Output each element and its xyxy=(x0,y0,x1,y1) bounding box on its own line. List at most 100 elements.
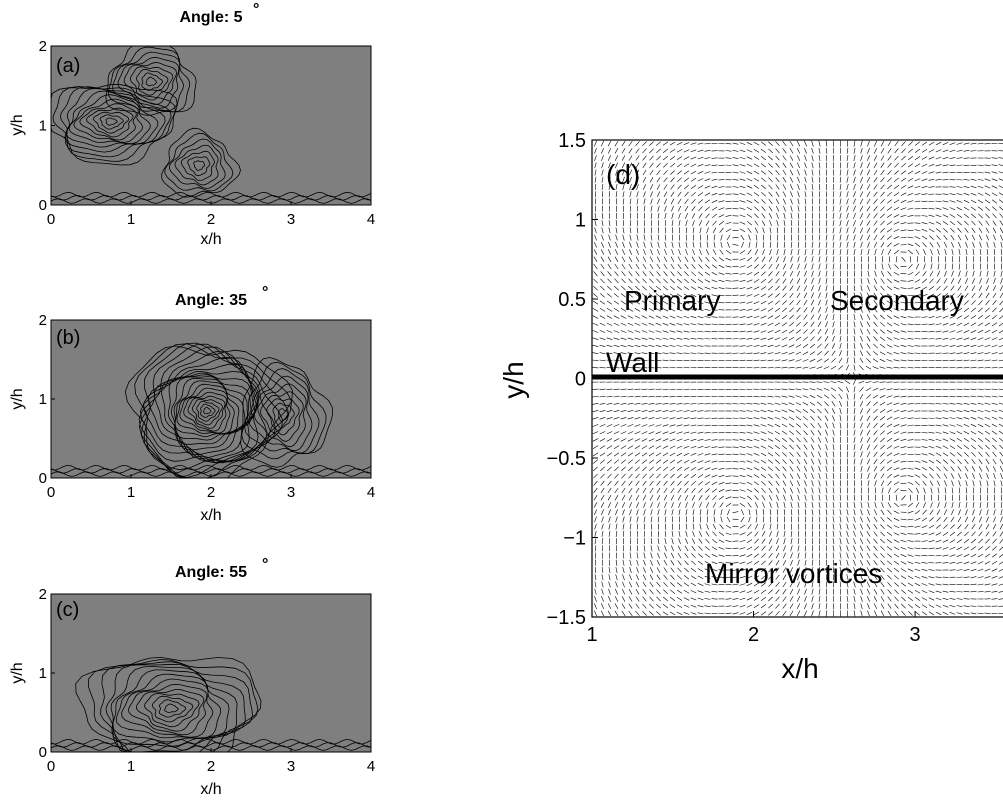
vector-arrow xyxy=(775,271,780,277)
vector-arrow xyxy=(860,415,863,422)
vector-arrow xyxy=(691,560,696,566)
panel-d-ylabel: y/h xyxy=(498,361,529,398)
vector-arrow xyxy=(839,249,842,256)
vector-arrow xyxy=(781,337,788,341)
vector-arrow xyxy=(678,212,681,219)
vector-arrow xyxy=(839,350,842,357)
vector-arrow xyxy=(907,403,914,405)
vector-arrow xyxy=(971,213,976,219)
vector-arrow xyxy=(949,193,956,196)
vector-arrow xyxy=(656,559,661,566)
vector-arrow xyxy=(900,301,907,304)
vector-arrow xyxy=(825,155,828,162)
vector-arrow xyxy=(629,523,632,530)
vector-arrow xyxy=(774,438,781,442)
vector-arrow xyxy=(977,423,984,428)
vector-arrow xyxy=(636,502,639,508)
vector-arrow xyxy=(648,293,655,298)
vector-arrow xyxy=(776,227,779,234)
vector-arrow xyxy=(873,531,878,537)
vector-arrow xyxy=(999,523,1003,530)
vector-arrow xyxy=(774,388,781,390)
vector-arrow xyxy=(921,222,928,225)
vector-arrow xyxy=(608,574,611,581)
vector-arrow xyxy=(803,451,808,458)
vector-arrow xyxy=(846,574,849,581)
vector-arrow xyxy=(642,162,647,168)
vector-arrow xyxy=(614,487,619,494)
vector-arrow xyxy=(642,480,647,486)
vector-arrow xyxy=(690,184,697,190)
vector-arrow xyxy=(929,509,934,515)
vector-arrow xyxy=(860,581,863,588)
vector-arrow xyxy=(965,509,968,516)
vector-arrow xyxy=(797,545,800,552)
vector-arrow xyxy=(900,561,907,565)
vector-arrow xyxy=(732,424,739,426)
vector-arrow xyxy=(677,271,682,277)
vector-arrow xyxy=(886,293,893,298)
vector-arrow xyxy=(970,359,977,362)
vector-arrow xyxy=(761,271,766,276)
vector-arrow xyxy=(804,581,807,588)
vector-arrow xyxy=(839,198,842,205)
vector-arrow xyxy=(657,249,660,255)
vector-arrow xyxy=(971,234,976,241)
vector-arrow xyxy=(935,156,942,160)
vector-arrow xyxy=(614,502,619,508)
vector-arrow xyxy=(594,147,597,154)
vector-arrow xyxy=(746,561,753,565)
vector-arrow xyxy=(782,466,787,472)
vector-arrow xyxy=(704,460,711,463)
vector-arrow xyxy=(669,417,676,420)
vector-arrow xyxy=(635,596,640,602)
vector-arrow xyxy=(684,205,689,212)
vector-arrow xyxy=(769,530,772,537)
vector-arrow xyxy=(599,417,606,420)
vector-arrow xyxy=(893,395,900,398)
vector-arrow xyxy=(608,212,611,219)
vector-arrow xyxy=(942,323,949,326)
vector-arrow xyxy=(676,424,683,427)
vector-arrow xyxy=(643,227,646,234)
vector-arrow xyxy=(803,444,808,450)
vector-arrow xyxy=(804,509,807,516)
vector-arrow xyxy=(887,199,892,204)
vector-arrow xyxy=(746,417,753,420)
vector-arrow xyxy=(691,553,696,559)
vector-arrow xyxy=(832,292,835,299)
vector-arrow xyxy=(810,408,815,414)
vector-arrow xyxy=(641,293,648,298)
vector-arrow xyxy=(656,278,661,284)
vector-arrow xyxy=(669,148,676,153)
vector-arrow xyxy=(986,277,989,284)
vector-arrow xyxy=(769,241,772,248)
vector-arrow xyxy=(592,388,599,390)
vector-arrow xyxy=(677,582,682,587)
vector-arrow xyxy=(761,177,766,182)
vector-arrow xyxy=(978,300,983,306)
vector-arrow xyxy=(970,344,977,348)
vector-arrow xyxy=(984,337,991,341)
vector-arrow xyxy=(811,473,814,479)
vector-arrow xyxy=(879,358,886,362)
vector-arrow xyxy=(627,452,634,457)
vector-arrow xyxy=(970,546,977,551)
vector-arrow xyxy=(873,466,878,472)
vector-arrow xyxy=(825,530,828,537)
vector-arrow xyxy=(993,516,996,523)
vector-arrow xyxy=(725,591,732,593)
vector-arrow xyxy=(732,302,739,304)
vector-arrow xyxy=(761,184,766,190)
vector-arrow xyxy=(993,480,996,487)
vector-arrow xyxy=(732,208,739,210)
vector-arrow xyxy=(677,278,682,284)
vector-arrow xyxy=(775,560,780,566)
vector-arrow xyxy=(880,285,885,291)
vector-arrow xyxy=(860,285,863,292)
vector-arrow xyxy=(677,263,682,270)
vector-arrow xyxy=(825,147,828,154)
vector-arrow xyxy=(832,487,835,494)
vector-arrow xyxy=(886,524,893,529)
vector-arrow xyxy=(853,357,856,364)
